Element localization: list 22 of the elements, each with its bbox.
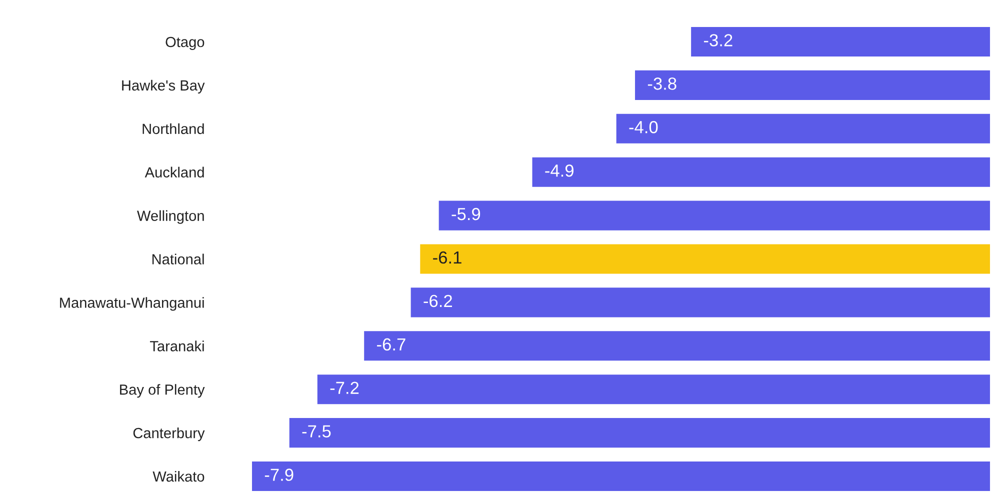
y-tick-label: National — [152, 254, 204, 264]
y-tick-label: Northland — [142, 123, 204, 134]
y-tick-label: Waikato — [152, 470, 204, 482]
data-label: -6.2 — [424, 294, 452, 308]
data-label: -3.2 — [704, 34, 732, 46]
data-label: -7.9 — [264, 468, 294, 481]
data-label: -3.8 — [648, 78, 676, 90]
data-label: -4.0 — [629, 121, 658, 134]
data-label: -5.9 — [452, 208, 480, 220]
y-tick-label: Auckland — [144, 166, 204, 178]
data-label: -7.5 — [302, 425, 331, 438]
y-tick-label: Hawke's Bay — [122, 80, 205, 94]
y-tick-label: Otago — [166, 36, 204, 50]
data-label: -7.2 — [330, 382, 359, 394]
y-tick-label: Taranaki — [150, 340, 204, 352]
data-label: -6.1 — [433, 251, 462, 264]
y-tick-label: Canterbury — [133, 428, 205, 442]
y-tick-label: Bay of Plenty — [120, 384, 205, 398]
data-label: -6.7 — [377, 338, 406, 351]
y-tick-label: Wellington — [137, 210, 204, 224]
data-label: -4.9 — [545, 164, 574, 177]
y-tick-label: Manawatu-Whanganui — [60, 297, 204, 311]
